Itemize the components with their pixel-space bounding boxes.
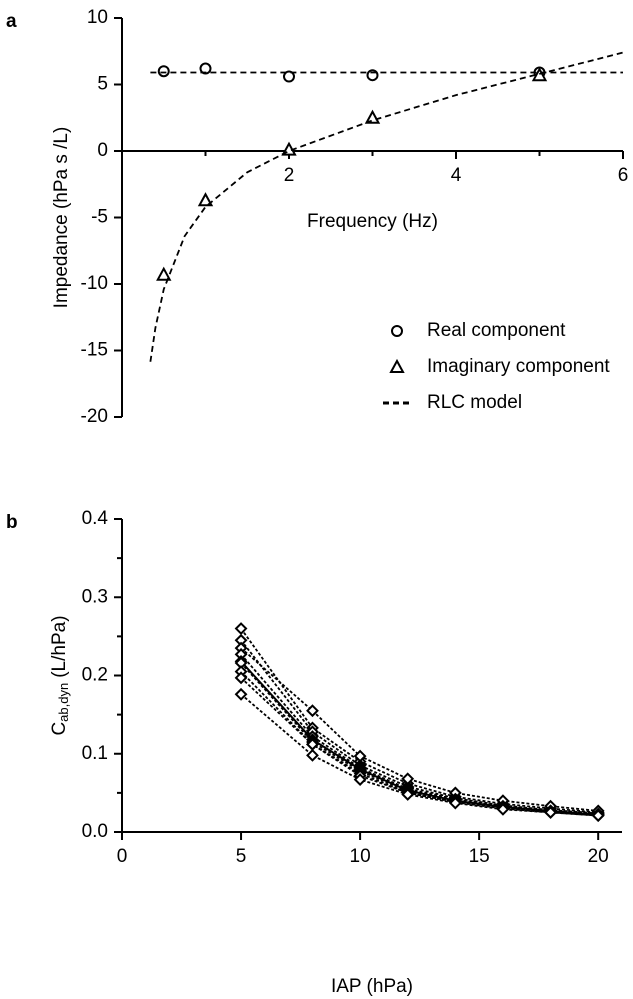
marker [156,266,172,281]
y-axis-label: Impedance (hPa s /L) [51,127,72,309]
y-tick-label: 0.4 [82,508,109,529]
marker [591,809,605,822]
y-tick-label: 10 [87,7,108,28]
marker [496,802,510,816]
y-tick-label: -5 [91,207,108,228]
x-tick-label: 10 [350,846,371,867]
series-line [240,647,599,812]
marker [234,622,248,635]
y-tick-label: 0 [97,140,108,161]
marker [234,687,248,701]
x-tick-label: 5 [236,846,247,867]
y-tick-label: 0.2 [82,665,108,686]
series-line [240,653,599,815]
marker [401,788,415,801]
marker [157,65,170,78]
legend-label: RLC model [427,392,522,413]
legend-label: Real component [427,320,566,341]
panel-label: a [6,11,17,32]
series-line [240,639,599,815]
y-tick-label: -10 [81,273,108,294]
marker [364,109,381,124]
x-tick-label: 6 [618,165,629,186]
series-line [240,628,599,814]
marker [199,62,212,75]
series-line [240,693,599,817]
panel-label: b [6,512,18,533]
legend-label: Imaginary component [427,356,610,377]
marker [306,748,319,762]
x-axis-label: Frequency (Hz) [307,211,438,232]
marker [306,704,319,718]
marker [448,796,462,810]
x-tick-label: 0 [117,846,128,867]
x-axis-label: IAP (hPa) [331,976,413,997]
marker [391,325,403,337]
marker [544,806,557,819]
y-tick-label: 0.0 [82,821,108,842]
marker [353,773,367,786]
y-tick-label: -15 [81,340,108,361]
y-label-main: C [49,722,70,736]
x-tick-label: 2 [284,165,295,186]
marker [234,671,248,685]
series-line [149,51,624,362]
y-label-main: Impedance (hPa s /L) [51,127,72,309]
marker [283,70,295,83]
y-tick-label: 0.3 [82,586,108,607]
y-tick-label: -20 [81,406,108,427]
y-tick-label: 5 [97,74,108,95]
y-axis-label: Cab,dyn (L/hPa) [49,615,71,735]
marker [389,358,405,373]
y-label-sub: ab,dyn [56,683,71,722]
x-tick-label: 20 [588,846,609,867]
marker [353,749,367,763]
marker [197,192,214,207]
y-tick-label: 0.1 [82,743,108,764]
x-tick-label: 15 [469,846,490,867]
x-tick-label: 4 [451,165,462,186]
y-label-unit: (L/hPa) [49,615,70,677]
series-line [240,677,599,817]
